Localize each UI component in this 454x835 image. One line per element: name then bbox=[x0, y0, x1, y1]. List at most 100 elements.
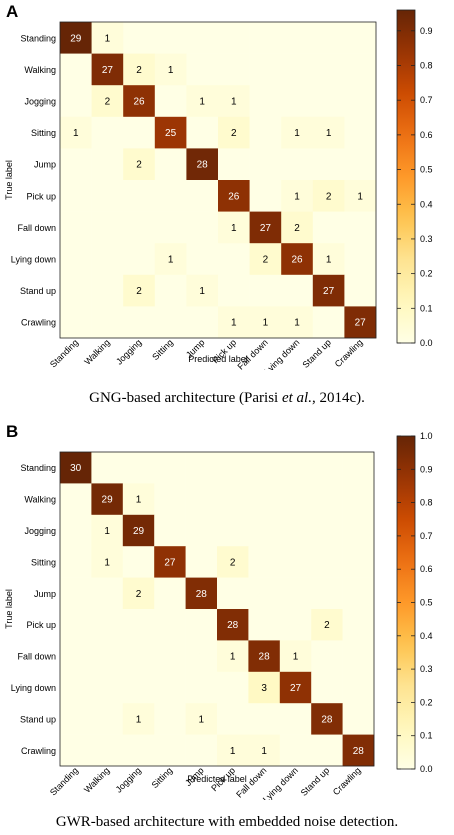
heatmap-cell bbox=[249, 116, 282, 149]
caption-text-end: , 2014c). bbox=[311, 390, 365, 406]
x-tick-label: Stand up bbox=[299, 765, 332, 798]
heatmap-cell bbox=[312, 53, 345, 86]
heatmap-cell bbox=[123, 53, 156, 86]
cell-value-label: 1 bbox=[168, 65, 174, 76]
cell-value-label: 28 bbox=[227, 620, 239, 631]
heatmap-cell bbox=[279, 577, 312, 610]
cell-value-label: 1 bbox=[105, 33, 111, 44]
y-tick-label: Jogging bbox=[24, 526, 56, 536]
y-tick-label: Jogging bbox=[24, 97, 56, 107]
heatmap-cell bbox=[311, 514, 343, 547]
cell-value-label: 1 bbox=[104, 557, 110, 568]
heatmap-cell bbox=[91, 148, 124, 181]
cell-value-label: 1 bbox=[136, 495, 142, 506]
heatmap-cell bbox=[344, 85, 377, 118]
heatmap-cell bbox=[60, 703, 92, 735]
x-tick-label: Jogging bbox=[114, 337, 143, 366]
cell-value-label: 2 bbox=[231, 128, 237, 139]
heatmap-cell bbox=[186, 85, 219, 118]
cell-value-label: 1 bbox=[199, 286, 205, 297]
cell-value-label: 1 bbox=[73, 128, 79, 139]
heatmap-cell bbox=[154, 243, 187, 276]
heatmap-cell bbox=[249, 180, 282, 212]
heatmap-cell bbox=[154, 306, 187, 339]
cell-value-label: 1 bbox=[261, 746, 267, 757]
cell-value-label: 25 bbox=[165, 128, 177, 139]
heatmap-cell bbox=[185, 734, 218, 767]
heatmap-cell bbox=[91, 211, 124, 244]
cell-value-label: 2 bbox=[105, 97, 111, 108]
heatmap-cell bbox=[91, 514, 124, 547]
cell-value-label: 1 bbox=[293, 652, 299, 663]
heatmap-cell bbox=[154, 609, 186, 641]
confusion-matrix-panel-b: B 30 29 1 1 29 1 27 2 2 28 28 2 1 28 1 3 27 1 1 28 1 1 28 Stand… bbox=[0, 420, 454, 835]
heatmap-cell bbox=[91, 734, 124, 767]
cell-value-label: 2 bbox=[294, 223, 300, 234]
heatmap-cell bbox=[248, 452, 281, 484]
cell-value-label: 28 bbox=[196, 589, 208, 600]
cell-value-label: 1 bbox=[230, 652, 236, 663]
colorbar-tick-label: 0.0 bbox=[420, 338, 433, 348]
heatmap-cell bbox=[279, 703, 312, 735]
heatmap-cell bbox=[91, 306, 124, 339]
heatmap-cell bbox=[217, 703, 249, 735]
cell-value-label: 1 bbox=[357, 191, 363, 202]
heatmap-cell bbox=[342, 671, 375, 704]
heatmap-cell bbox=[122, 609, 155, 641]
heatmap-cell bbox=[311, 452, 343, 484]
heatmap-cell bbox=[281, 211, 314, 244]
heatmap-chart: 29 1 27 2 1 2 26 1 1 1 25 2 1 1 2 28 26 1 2 1 1 27 2 1 2 26 1 2 1 27 1… bbox=[4, 9, 433, 370]
cell-value-label: 28 bbox=[321, 714, 333, 725]
heatmap-cell bbox=[281, 148, 314, 181]
y-tick-label: Stand up bbox=[20, 286, 56, 296]
heatmap-cell bbox=[122, 734, 155, 767]
heatmap-cell bbox=[279, 483, 312, 516]
heatmap-cell bbox=[154, 85, 187, 118]
cell-value-label: 29 bbox=[70, 33, 82, 44]
cell-value-label: 26 bbox=[291, 255, 303, 266]
heatmap-cell bbox=[218, 243, 250, 276]
heatmap-cell bbox=[60, 483, 92, 516]
heatmap-cell bbox=[91, 274, 124, 307]
y-tick-label: Standing bbox=[20, 463, 56, 473]
cell-value-label: 27 bbox=[102, 65, 114, 76]
cell-value-label: 29 bbox=[102, 495, 114, 506]
heatmap-cell bbox=[154, 671, 186, 704]
heatmap-cell bbox=[279, 546, 312, 578]
heatmap-cell bbox=[312, 116, 345, 149]
heatmap-cell bbox=[154, 148, 187, 181]
heatmap-cell bbox=[91, 180, 124, 212]
heatmap-cell bbox=[217, 640, 249, 673]
cell-value-label: 2 bbox=[263, 255, 269, 266]
y-tick-label: Crawling bbox=[21, 746, 56, 756]
heatmap-cell bbox=[281, 180, 314, 212]
heatmap-cell bbox=[122, 671, 155, 704]
heatmap-cell bbox=[344, 116, 377, 149]
y-tick-label: Pick up bbox=[26, 191, 56, 201]
heatmap-cell bbox=[344, 22, 377, 54]
cell-value-label: 2 bbox=[136, 65, 142, 76]
cell-value-label: 27 bbox=[355, 318, 367, 329]
heatmap-cell bbox=[312, 274, 345, 307]
heatmap-cell bbox=[91, 577, 124, 610]
x-tick-label: Walking bbox=[82, 337, 111, 366]
cell-value-label: 1 bbox=[199, 714, 205, 725]
heatmap-cell bbox=[154, 577, 186, 610]
heatmap-cell bbox=[248, 577, 281, 610]
cell-value-label: 27 bbox=[323, 286, 335, 297]
y-tick-label: Fall down bbox=[17, 223, 56, 233]
cell-value-label: 1 bbox=[294, 128, 300, 139]
colorbar-tick-label: 0.0 bbox=[420, 764, 433, 774]
cell-value-label: 28 bbox=[353, 746, 365, 757]
heatmap-cell bbox=[344, 148, 377, 181]
heatmap-frame bbox=[59, 21, 377, 339]
heatmap-cell bbox=[91, 22, 124, 54]
x-tick-label: Lying down bbox=[261, 765, 300, 800]
heatmap-cell bbox=[91, 452, 124, 484]
heatmap-cell bbox=[342, 703, 375, 735]
heatmap-cell bbox=[312, 22, 345, 54]
y-tick-label: Crawling bbox=[21, 318, 56, 328]
colorbar-tick-label: 0.2 bbox=[420, 697, 433, 707]
figure-caption: GWR-based architecture with embedded noi… bbox=[0, 814, 454, 831]
heatmap-cell bbox=[123, 180, 156, 212]
